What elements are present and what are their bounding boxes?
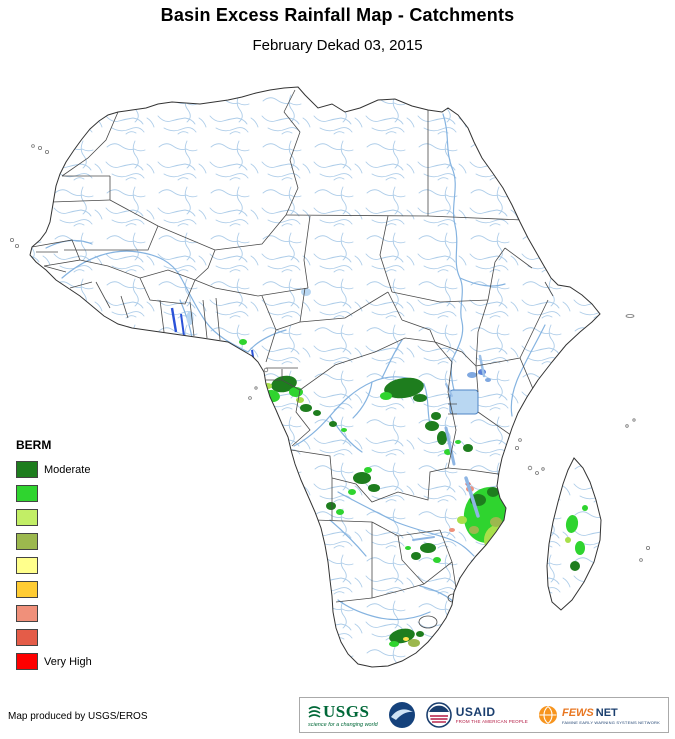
net-wordmark: NET [595, 706, 618, 719]
logo-bar: USGS science for a changing world USAID … [299, 697, 669, 733]
usaid-logo: USAID FROM THE AMERICAN PEOPLE [425, 702, 528, 728]
legend-item [16, 629, 92, 646]
usgs-tagline: science for a changing world [308, 721, 378, 728]
legend: BERM Moderate Very High [16, 438, 92, 677]
usgs-logo: USGS science for a changing world [308, 703, 378, 728]
noaa-logo [388, 702, 415, 728]
lakes [186, 288, 486, 541]
map-credit: Map produced by USGS/EROS [8, 711, 148, 722]
legend-item [16, 581, 92, 598]
continent-detail [30, 87, 600, 667]
legend-item [16, 485, 92, 502]
legend-item [16, 509, 92, 526]
legend-swatch [16, 533, 38, 550]
country-borders [31, 89, 554, 629]
legend-item [16, 605, 92, 622]
legend-item [16, 557, 92, 574]
legend-swatch [16, 653, 38, 670]
legend-swatch [16, 557, 38, 574]
legend-label: Moderate [44, 463, 91, 476]
usaid-tagline: FROM THE AMERICAN PEOPLE [455, 719, 528, 724]
legend-items: Moderate Very High [16, 461, 92, 670]
fewsnet-tagline: FAMINE EARLY WARNING SYSTEMS NETWORK [561, 719, 660, 725]
usgs-waves-icon [308, 705, 321, 718]
islands [9, 144, 651, 562]
legend-item: Moderate [16, 461, 92, 478]
page-subtitle: February Dekad 03, 2015 [252, 37, 423, 54]
usgs-wordmark: USGS [323, 702, 370, 721]
usaid-wordmark: USAID [455, 705, 496, 719]
usaid-seal-icon [425, 702, 452, 728]
fewsnet-globe-icon [538, 706, 557, 724]
legend-title: BERM [16, 438, 52, 452]
legend-swatch [16, 605, 38, 622]
legend-swatch [16, 509, 38, 526]
fewsnet-logo: FEWS NET FAMINE EARLY WARNING SYSTEMS NET… [538, 705, 660, 725]
legend-item: Very High [16, 653, 92, 670]
page-title: Basin Excess Rainfall Map - Catchments [160, 5, 515, 25]
legend-swatch [16, 485, 38, 502]
legend-swatch [16, 581, 38, 598]
legend-label: Very High [44, 655, 92, 668]
legend-item [16, 533, 92, 550]
legend-swatch [16, 461, 38, 478]
legend-swatch [16, 629, 38, 646]
fews-wordmark: FEWS [561, 706, 594, 719]
